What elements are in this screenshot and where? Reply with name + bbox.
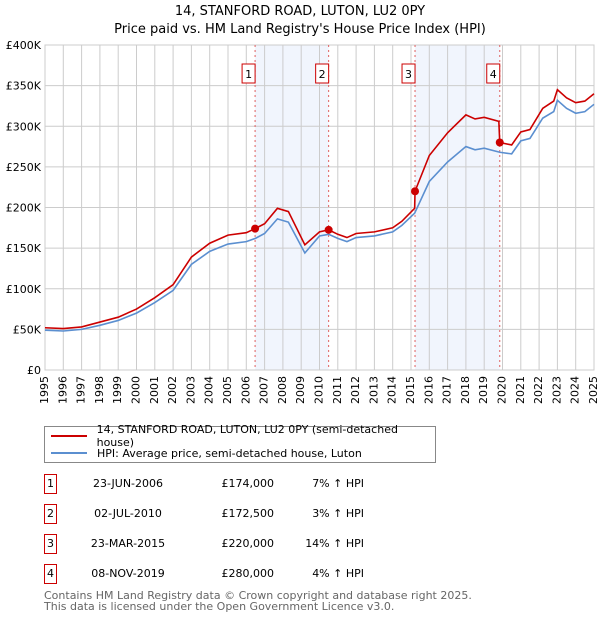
sale-hpi-diff: 14% ↑ HPI [305, 537, 364, 550]
sale-price: £174,000 [221, 477, 275, 490]
y-tick-label: £0 [27, 364, 41, 377]
sale-number: 3 [44, 534, 57, 554]
x-tick-label: 2013 [367, 376, 380, 404]
x-tick-label: 1996 [56, 376, 69, 404]
sale-marker-label: 1 [245, 68, 252, 81]
table-row: 1 23-JUN-2006 £174,000 7% ↑ HPI [44, 474, 444, 494]
x-tick-label: 2001 [148, 376, 161, 404]
sale-hpi-diff: 3% ↑ HPI [312, 507, 364, 520]
sale-date: 23-JUN-2006 [92, 477, 164, 490]
sale-marker-box [315, 63, 330, 84]
y-tick-label: £250K [6, 161, 42, 174]
x-tick-label: 2010 [313, 376, 326, 404]
x-tick-label: 1999 [111, 376, 124, 404]
legend-label: HPI: Average price, semi-detached house,… [97, 446, 362, 460]
x-tick-label: 2000 [130, 376, 143, 404]
sale-marker-box [241, 63, 256, 84]
chart-subtitle: Price paid vs. HM Land Registry's House … [114, 22, 486, 37]
plot-border [44, 44, 595, 371]
sale-point [324, 225, 333, 234]
sale-date: 23-MAR-2015 [90, 537, 166, 550]
sale-number: 1 [44, 474, 57, 494]
sale-marker-box [486, 63, 501, 84]
table-row: 3 23-MAR-2015 £220,000 14% ↑ HPI [44, 534, 444, 554]
x-tick-label: 2024 [569, 376, 582, 404]
x-tick-label: 2012 [349, 376, 362, 404]
legend-label: 14, STANFORD ROAD, LUTON, LU2 0PY (semi-… [96, 423, 398, 449]
property-price-line [44, 88, 595, 330]
sale-marker-box [401, 63, 416, 84]
footer-line: Contains HM Land Registry data © Crown c… [44, 589, 472, 602]
sale-hpi-diff: 7% ↑ HPI [312, 477, 364, 490]
x-tick-label: 2023 [550, 376, 563, 404]
legend-item-hpi: HPI: Average price, semi-detached house,… [51, 445, 362, 461]
x-tick-label: 1997 [75, 376, 88, 404]
x-tick-label: 2003 [184, 376, 197, 404]
y-tick-label: £400K [6, 39, 42, 52]
x-tick-label: 1995 [38, 376, 51, 404]
y-tick-label: £350K [6, 80, 42, 93]
legend-item-property: 14, STANFORD ROAD, LUTON, LU2 0PY (semi-… [51, 423, 435, 449]
x-tick-label: 2009 [294, 376, 307, 404]
sale-price: £220,000 [221, 537, 275, 550]
y-tick-label: £150K [6, 242, 42, 255]
x-tick-label: 2020 [496, 376, 509, 404]
x-tick-label: 2021 [514, 376, 527, 404]
footer: Contains HM Land Registry data © Crown c… [44, 590, 472, 612]
x-tick-label: 2002 [166, 376, 179, 404]
x-tick-label: 2006 [239, 376, 252, 404]
x-tick-label: 2007 [258, 376, 271, 404]
y-tick-label: £50K [13, 323, 42, 336]
x-tick-label: 2011 [331, 376, 344, 404]
sale-price: £172,500 [221, 507, 275, 520]
table-row: 4 08-NOV-2019 £280,000 4% ↑ HPI [44, 564, 444, 584]
sale-price: £280,000 [221, 567, 275, 580]
sale-point [411, 187, 420, 196]
sale-point [495, 138, 504, 147]
sale-marker-label: 2 [319, 68, 326, 81]
x-tick-label: 2014 [386, 376, 399, 404]
x-tick-label: 2016 [422, 376, 435, 404]
footer-line: This data is licensed under the Open Gov… [44, 600, 395, 613]
x-tick-label: 2004 [203, 376, 216, 404]
sale-number: 2 [44, 504, 57, 524]
y-tick-label: £200K [6, 202, 42, 215]
chart-title: 14, STANFORD ROAD, LUTON, LU2 0PY [174, 4, 426, 19]
x-tick-label: 2008 [276, 376, 289, 404]
hpi-line [44, 98, 595, 332]
x-tick-label: 2019 [477, 376, 490, 404]
legend-swatch-blue [51, 452, 87, 454]
x-tick-label: 2025 [587, 376, 600, 404]
sale-marker-label: 4 [490, 68, 497, 81]
x-tick-label: 2015 [404, 376, 417, 404]
sale-date: 08-NOV-2019 [91, 567, 165, 580]
x-tick-label: 1998 [93, 376, 106, 404]
sale-hpi-diff: 4% ↑ HPI [312, 567, 364, 580]
x-tick-label: 2017 [441, 376, 454, 404]
legend: 14, STANFORD ROAD, LUTON, LU2 0PY (semi-… [44, 423, 436, 463]
sale-date: 02-JUL-2010 [94, 507, 162, 520]
y-tick-label: £300K [6, 120, 42, 133]
plot-area: 1995 1996 1997 1998 1999 2000 2001 2002 2003 2004… [6, 39, 600, 404]
x-tick-label: 2022 [532, 376, 545, 404]
table-row: 2 02-JUL-2010 £172,500 3% ↑ HPI [44, 504, 444, 524]
sale-point [251, 224, 260, 233]
y-tick-label: £100K [6, 283, 42, 296]
sale-marker-label: 3 [405, 68, 412, 81]
legend-swatch-red [51, 435, 87, 437]
x-tick-label: 2005 [221, 376, 234, 404]
sale-number: 4 [44, 564, 57, 584]
x-tick-label: 2018 [459, 376, 472, 404]
